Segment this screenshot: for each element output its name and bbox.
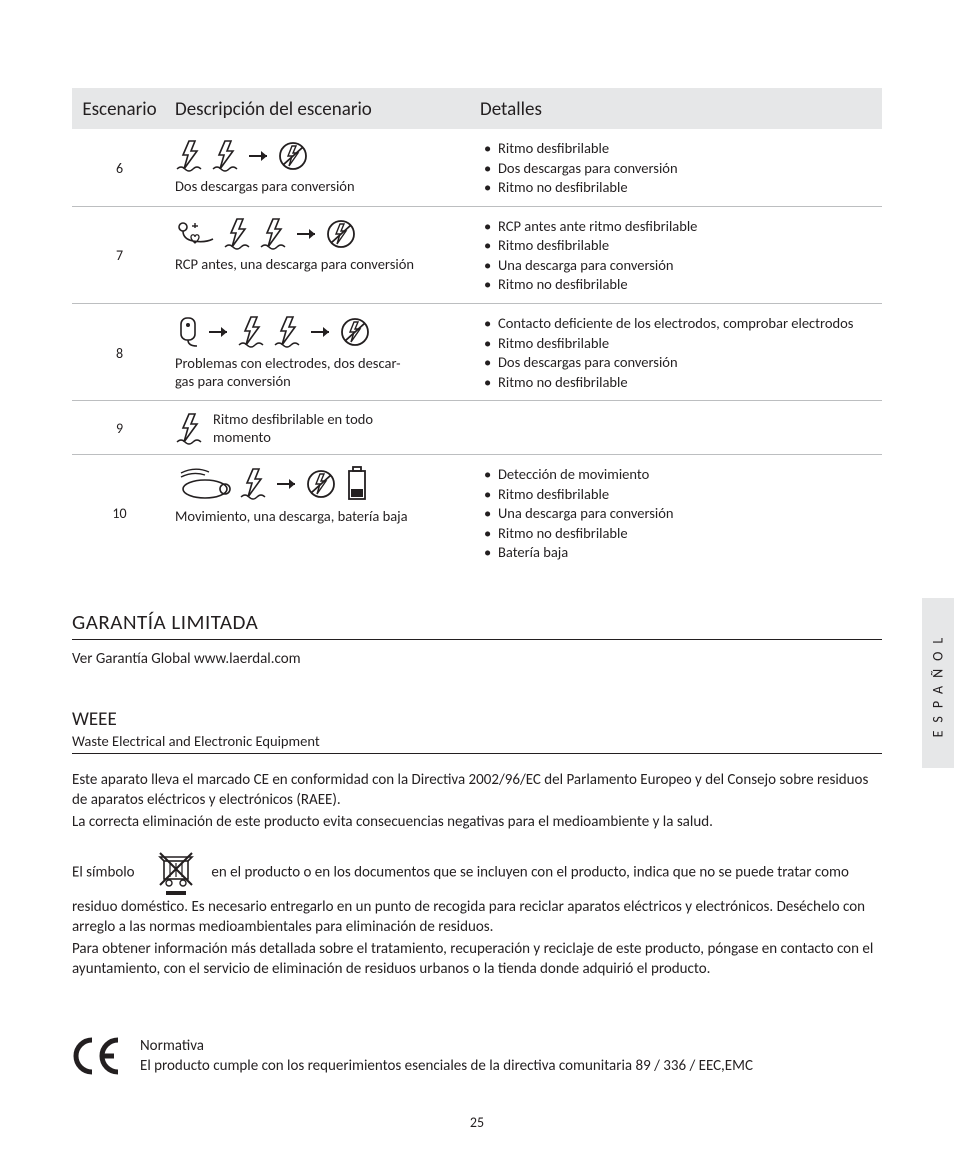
scenario-table: Escenario Descripción del escenario Deta…: [72, 88, 882, 571]
shock-icon: [175, 412, 205, 446]
arrow-icon: [247, 146, 271, 166]
table-row: 8 Problemas con electrodes, dos descar- …: [72, 303, 882, 400]
no-shock-icon: [339, 316, 371, 348]
detail-item: Ritmo no desfibrilable: [498, 275, 874, 295]
scenario-number: 10: [72, 454, 167, 570]
scenario-description: Problemas con electrodes, dos descar- ga…: [167, 303, 472, 400]
shock-icon: [175, 139, 205, 173]
weee-paragraph-1: Este aparato lleva el marcado CE en conf…: [72, 770, 882, 811]
no-shock-icon: [305, 468, 337, 500]
icon-row: [175, 217, 464, 251]
shock-icon: [211, 139, 241, 173]
scenario-number: 9: [72, 401, 167, 455]
detail-item: Ritmo no desfibrilable: [498, 524, 874, 544]
detail-item: RCP antes ante ritmo desfibrilable: [498, 217, 874, 237]
table-row: 10 Movimiento, una descarga, batería baj…: [72, 454, 882, 570]
table-header-row: Escenario Descripción del escenario Deta…: [72, 88, 882, 129]
scenario-number: 7: [72, 206, 167, 303]
language-label: ESPAÑOL: [930, 629, 947, 737]
weee-heading: WEEE: [72, 708, 882, 731]
detail-item: Una descarga para conversión: [498, 504, 874, 524]
motion-icon: [175, 467, 233, 501]
weee-subtitle: Waste Electrical and Electronic Equipmen…: [72, 732, 882, 754]
scenario-caption-line2: gas para conversión: [175, 372, 464, 390]
col-header-detalles: Detalles: [472, 88, 882, 129]
detail-item: Ritmo no desfibrilable: [498, 373, 874, 393]
detail-item: Una descarga para conversión: [498, 256, 874, 276]
scenario-caption: Dos descargas para conversión: [175, 177, 464, 195]
icon-row: [175, 139, 464, 173]
ce-mark-icon: [72, 1036, 122, 1076]
scenario-caption: Movimiento, una descarga, batería baja: [175, 507, 464, 525]
garantia-heading: GARANTÍA LIMITADA: [72, 609, 882, 640]
icon-row: [175, 465, 464, 503]
no-shock-icon: [277, 140, 309, 172]
scenario-details: Contacto deficiente de los electrodos, c…: [472, 303, 882, 400]
detail-item: Ritmo desfibrilable: [498, 139, 874, 159]
normativa-label: Normativa: [140, 1036, 753, 1056]
table-row: 9 Ritmo desfibrilable en todo momento: [72, 401, 882, 455]
scenario-description: Ritmo desfibrilable en todo momento: [167, 401, 882, 455]
arrow-icon: [295, 224, 319, 244]
arrow-icon: [207, 322, 231, 342]
detail-item: Ritmo no desfibrilable: [498, 178, 874, 198]
detail-item: Dos descargas para conversión: [498, 159, 874, 179]
table-row: 7 RCP antes, una descarga para conversió…: [72, 206, 882, 303]
scenario-description: RCP antes, una descarga para conversión: [167, 206, 472, 303]
detail-item: Ritmo desfibrilable: [498, 485, 874, 505]
normativa-text: El producto cumple con los requerimiento…: [140, 1056, 753, 1076]
scenario-caption: Problemas con electrodes, dos descar-: [175, 354, 464, 372]
page-number: 25: [0, 1114, 954, 1131]
detail-item: Dos descargas para conversión: [498, 353, 874, 373]
no-shock-icon: [325, 218, 357, 250]
shock-icon: [239, 467, 269, 501]
weee-p3-prefix: El símbolo: [72, 863, 135, 881]
detail-item: Contacto deficiente de los electrodos, c…: [498, 314, 874, 334]
scenario-inline-text: Ritmo desfibrilable en todo momento: [213, 411, 403, 446]
table-row: 6 Dos descargas para conversión Ritmo de…: [72, 129, 882, 206]
scenario-caption: RCP antes, una descarga para conversión: [175, 255, 464, 273]
icon-row: Ritmo desfibrilable en todo momento: [175, 411, 874, 446]
col-header-descripcion: Descripción del escenario: [167, 88, 472, 129]
scenario-details: Ritmo desfibrilable Dos descargas para c…: [472, 129, 882, 206]
scenario-details: RCP antes ante ritmo desfibrilable Ritmo…: [472, 206, 882, 303]
detail-item: Detección de movimiento: [498, 465, 874, 485]
arrow-icon: [309, 322, 333, 342]
shock-icon: [237, 315, 267, 349]
scenario-number: 8: [72, 303, 167, 400]
scenario-details: Detección de movimiento Ritmo desfibrila…: [472, 454, 882, 570]
weee-paragraph-3: El símbolo en el producto o en los docum…: [72, 849, 882, 938]
detail-item: Ritmo desfibrilable: [498, 334, 874, 354]
scenario-description: Movimiento, una descarga, batería baja: [167, 454, 472, 570]
garantia-text: Ver Garantía Global www.laerdal.com: [72, 650, 882, 668]
cpr-icon: [175, 219, 217, 249]
normativa-block: Normativa El producto cumple con los req…: [72, 1036, 882, 1077]
scenario-number: 6: [72, 129, 167, 206]
detail-item: Batería baja: [498, 543, 874, 563]
weee-paragraph-4: Para obtener información más detallada s…: [72, 939, 882, 980]
col-header-escenario: Escenario: [72, 88, 167, 129]
detail-item: Ritmo desfibrilable: [498, 236, 874, 256]
weee-bin-icon: [156, 849, 196, 897]
weee-paragraph-2: La correcta eliminación de este producto…: [72, 812, 882, 832]
icon-row: [175, 314, 464, 350]
low-battery-icon: [343, 465, 371, 503]
scenario-description: Dos descargas para conversión: [167, 129, 472, 206]
arrow-icon: [275, 474, 299, 494]
shock-icon: [259, 217, 289, 251]
shock-icon: [223, 217, 253, 251]
language-tab: ESPAÑOL: [922, 598, 954, 768]
electrode-pad-icon: [175, 314, 201, 350]
shock-icon: [273, 315, 303, 349]
